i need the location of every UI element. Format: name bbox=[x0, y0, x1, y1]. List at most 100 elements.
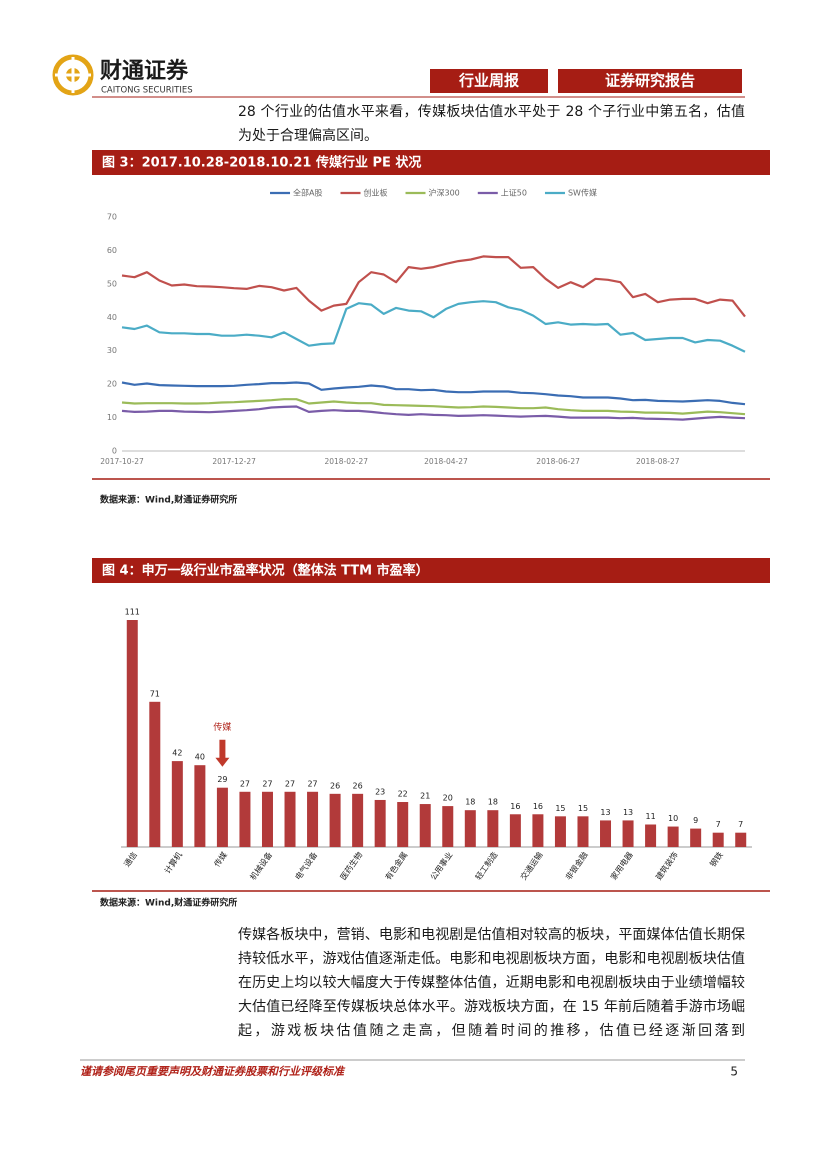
figure-title: 图 3：2017.10.28-2018.10.21 传媒行业 PE 状况 bbox=[102, 155, 421, 171]
data-label: 26 bbox=[330, 781, 340, 790]
line-series bbox=[121, 381, 746, 406]
bar bbox=[464, 810, 476, 847]
data-label: 20 bbox=[443, 794, 453, 803]
y-tick-label: 20 bbox=[107, 380, 117, 389]
data-label: 7 bbox=[738, 820, 743, 829]
tag-box bbox=[430, 69, 548, 93]
x-tick-label: 电气设备 bbox=[293, 850, 320, 882]
data-label: 22 bbox=[398, 790, 408, 799]
annotation: 传媒 bbox=[213, 721, 231, 733]
bar bbox=[397, 802, 409, 847]
y-tick-label: 50 bbox=[107, 279, 117, 288]
logo-subtext: CAITONG SECURITIES bbox=[101, 86, 193, 96]
line-series bbox=[121, 255, 746, 318]
x-tick-label: 2017-12-27 bbox=[212, 457, 256, 466]
x-tick-label: 非银金融 bbox=[563, 850, 590, 882]
data-label: 13 bbox=[623, 808, 633, 817]
annotation-arrow bbox=[215, 739, 230, 767]
data-label: 71 bbox=[150, 689, 160, 698]
x-tick-label: 通信 bbox=[122, 850, 139, 869]
header-tag: 证券研究报告 bbox=[605, 72, 695, 90]
data-label: 27 bbox=[307, 779, 317, 788]
data-label: 40 bbox=[195, 753, 205, 762]
y-tick-label: 70 bbox=[107, 213, 117, 222]
line-series bbox=[121, 398, 746, 416]
x-tick-label: 计算机 bbox=[162, 850, 184, 875]
bar bbox=[554, 816, 566, 847]
data-label: 11 bbox=[645, 812, 655, 821]
data-label: 16 bbox=[533, 802, 543, 811]
bar bbox=[712, 832, 724, 847]
x-tick-label: 机械设备 bbox=[248, 850, 275, 882]
bar bbox=[352, 793, 364, 847]
data-label: 26 bbox=[353, 781, 363, 790]
data-label: 27 bbox=[240, 779, 250, 788]
x-tick-label: 钢铁 bbox=[708, 850, 725, 869]
bar bbox=[374, 799, 386, 847]
data-label: 7 bbox=[716, 820, 721, 829]
figure-title-bar bbox=[92, 558, 770, 583]
bar bbox=[329, 793, 341, 847]
bar bbox=[487, 810, 499, 847]
bar bbox=[126, 620, 138, 847]
legend-label: SW传媒 bbox=[568, 188, 597, 198]
legend-label: 沪深300 bbox=[429, 188, 460, 198]
figure-title-bar bbox=[92, 150, 770, 175]
bar bbox=[442, 806, 454, 847]
legend-label: 上证50 bbox=[501, 189, 527, 198]
y-tick-label: 40 bbox=[107, 313, 117, 322]
line-series bbox=[121, 405, 746, 421]
bar bbox=[149, 701, 161, 847]
bar bbox=[645, 824, 657, 847]
figure-source: 数据来源：Wind,财通证券研究所 bbox=[100, 494, 237, 506]
data-label: 111 bbox=[125, 608, 140, 617]
bar bbox=[194, 765, 206, 847]
bar bbox=[509, 814, 521, 847]
x-tick-label: 轻工制造 bbox=[473, 850, 500, 882]
bar bbox=[284, 791, 296, 847]
bar bbox=[216, 787, 228, 847]
data-label: 13 bbox=[600, 808, 610, 817]
data-label: 23 bbox=[375, 787, 385, 796]
data-label: 10 bbox=[668, 814, 678, 823]
x-tick-label: 建筑装饰 bbox=[653, 850, 680, 882]
x-tick-label: 2018-02-27 bbox=[324, 457, 368, 466]
x-tick-label: 传媒 bbox=[212, 850, 229, 869]
bar bbox=[532, 814, 544, 847]
bar bbox=[690, 828, 702, 847]
footer-note: 谨请参阅尾页重要声明及财通证券股票和行业评级标准 bbox=[80, 1065, 346, 1078]
line-series bbox=[121, 300, 746, 353]
data-label: 29 bbox=[217, 775, 227, 784]
logo bbox=[52, 54, 94, 96]
legend: 全部A股 创业板 沪深300 上证50 SW传媒 bbox=[270, 188, 597, 198]
x-tick-label: 交通运输 bbox=[518, 850, 545, 882]
bar bbox=[622, 820, 634, 847]
data-label: 21 bbox=[420, 792, 430, 801]
x-tick-label: 2018-04-27 bbox=[424, 457, 468, 466]
x-tick-label: 医药生物 bbox=[338, 850, 365, 882]
bar bbox=[577, 816, 589, 847]
data-label: 9 bbox=[693, 816, 698, 825]
data-label: 42 bbox=[172, 749, 182, 758]
figure-title: 图 4：申万一级行业市盈率状况（整体法 TTM 市盈率） bbox=[102, 563, 429, 579]
data-label: 18 bbox=[465, 798, 475, 807]
bar bbox=[667, 826, 679, 847]
data-label: 16 bbox=[510, 802, 520, 811]
legend-label: 全部A股 bbox=[293, 188, 322, 198]
bar bbox=[261, 791, 273, 847]
bar bbox=[239, 791, 251, 847]
x-tick-label: 2017-10-27 bbox=[100, 457, 144, 466]
y-tick-label: 0 bbox=[112, 447, 117, 456]
bar bbox=[307, 791, 319, 847]
y-tick-label: 30 bbox=[107, 346, 117, 355]
bar bbox=[171, 761, 183, 847]
legend-label: 创业板 bbox=[364, 188, 388, 198]
data-label: 15 bbox=[578, 804, 588, 813]
paragraph: 28 个行业的估值水平来看，传媒板块估值水平处于 28 个子行业中第五名，估值为… bbox=[238, 104, 745, 144]
y-tick-label: 10 bbox=[107, 413, 117, 422]
page-number: 5 bbox=[730, 1065, 738, 1079]
data-label: 18 bbox=[488, 798, 498, 807]
data-label: 27 bbox=[285, 779, 295, 788]
